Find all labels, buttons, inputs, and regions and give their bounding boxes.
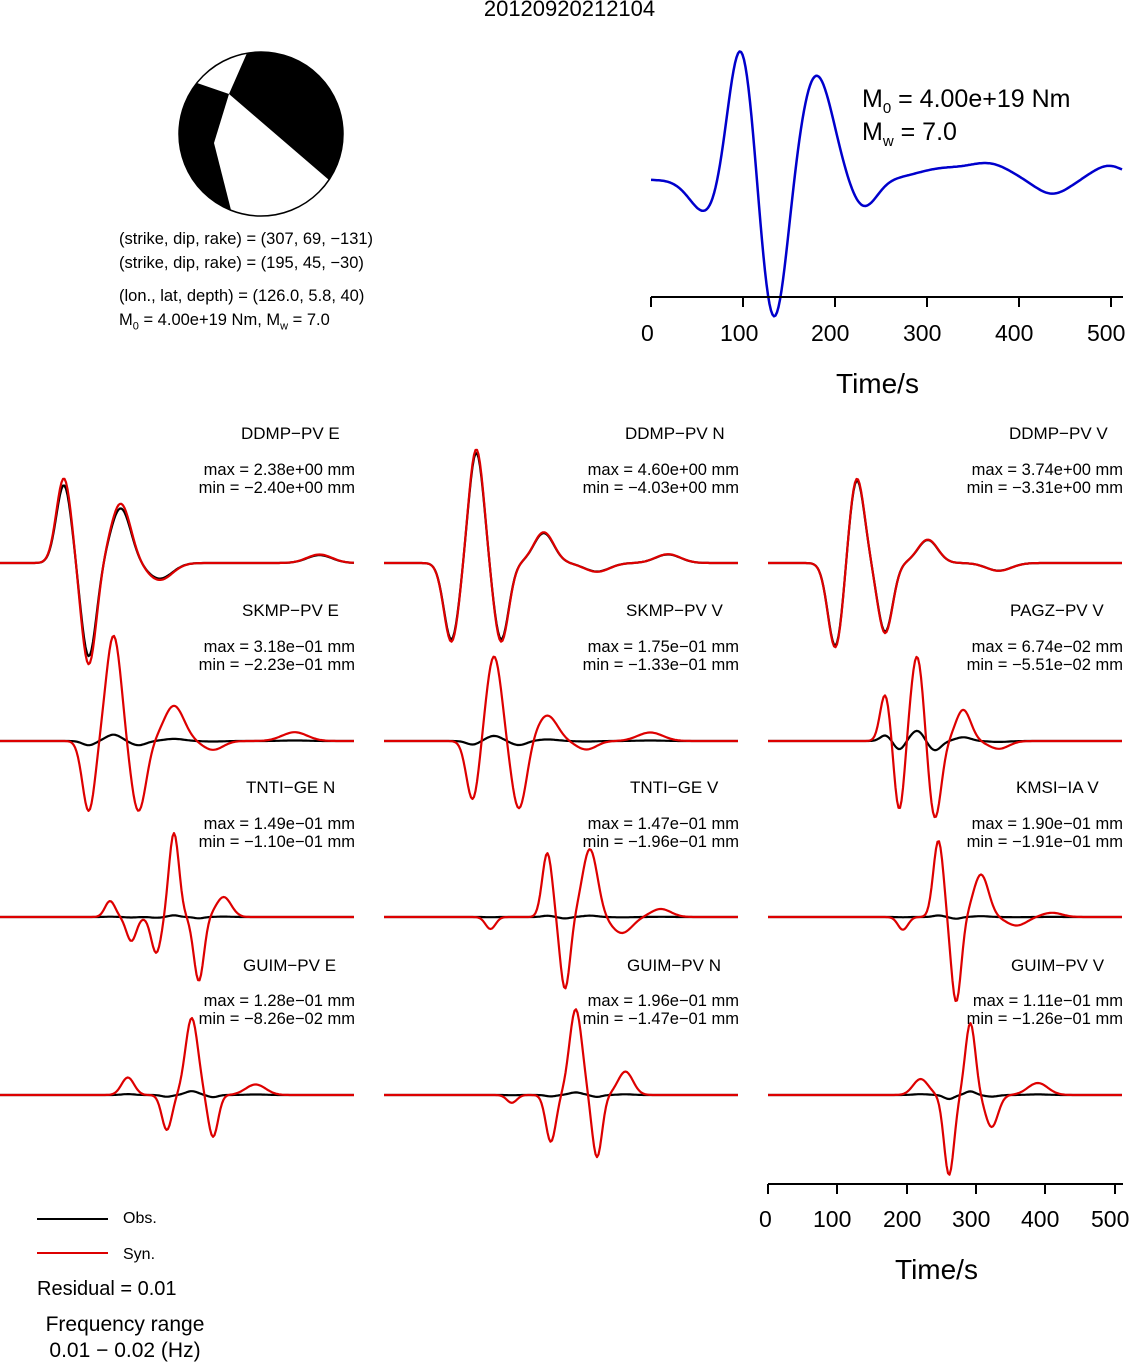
residual-text: Residual = 0.01	[37, 1278, 177, 1300]
station-min: min = −3.31e+00 mm	[966, 479, 1123, 497]
synthetic-waveform	[384, 655, 738, 810]
frequency-range-values: 0.01 − 0.02 (Hz)	[49, 1339, 201, 1362]
stf-mw-value: = 7.0	[893, 118, 957, 146]
station-max: max = 3.74e+00 mm	[971, 461, 1123, 479]
station-max: max = 4.60e+00 mm	[587, 461, 739, 479]
frequency-range-title: Frequency range	[45, 1313, 205, 1336]
stf-tick-label: 100	[720, 320, 759, 346]
station-min: min = −1.33e−01 mm	[582, 656, 739, 674]
station-name: DDMP−PV E	[241, 424, 340, 443]
synthetic-waveform	[384, 1008, 738, 1159]
stf-m0-sub: 0	[882, 100, 892, 117]
nodal-plane-2: (strike, dip, rake) = (195, 45, −30)	[119, 254, 364, 272]
stf-x-axis-label: Time/s	[836, 368, 919, 399]
synthetic-waveform	[384, 848, 738, 990]
stf-mw-label: M	[862, 118, 883, 146]
stf-mw: Mw = 7.0	[862, 118, 957, 150]
synthetic-waveform	[768, 477, 1122, 649]
stf-tick-label: 200	[811, 320, 850, 346]
station-min: min = −1.96e−01 mm	[582, 833, 739, 851]
station-min: min = −1.10e−01 mm	[198, 833, 355, 851]
nodal-plane-1: (strike, dip, rake) = (307, 69, −131)	[119, 230, 374, 248]
stf-m0-value: = 4.00e+19 Nm	[891, 85, 1071, 113]
synthetic-waveform	[768, 1022, 1122, 1176]
wave-tick-label: 500	[1091, 1206, 1130, 1232]
synthetic-waveform	[0, 477, 355, 666]
beachball-dilatational-bottom	[214, 94, 329, 219]
stf-tick-label: 0	[641, 320, 654, 346]
legend-obs-label: Obs.	[123, 1210, 157, 1227]
station-max: max = 1.49e−01 mm	[203, 815, 355, 833]
moment-mid: = 4.00e+19 Nm, M	[138, 311, 281, 329]
stf-tick-label: 400	[995, 320, 1034, 346]
beachball-dilatational-top	[197, 53, 247, 94]
synthetic-waveform	[384, 448, 738, 643]
station-name: DDMP−PV V	[1009, 424, 1108, 443]
synthetic-waveform	[0, 832, 354, 982]
stf-curve	[651, 50, 1123, 318]
station-max: max = 1.28e−01 mm	[203, 992, 355, 1010]
synthetic-waveform	[768, 840, 1122, 1002]
station-name: TNTI−GE N	[246, 778, 336, 797]
source-moment: M0 = 4.00e+19 Nm, Mw = 7.0	[119, 310, 330, 336]
station-min: min = −1.26e−01 mm	[966, 1010, 1123, 1028]
station-name: DDMP−PV N	[625, 424, 725, 443]
station-max: max = 2.38e+00 mm	[203, 461, 355, 479]
station-max: max = 6.74e−02 mm	[971, 638, 1123, 656]
station-min: min = −4.03e+00 mm	[582, 479, 739, 497]
stf-m0-label: M	[862, 85, 883, 113]
synthetic-waveform	[0, 1017, 354, 1138]
mag-suffix: = 7.0	[288, 311, 330, 329]
mag-sub: w	[280, 320, 289, 333]
stf-m0: M0 = 4.00e+19 Nm	[862, 85, 1070, 117]
station-max: max = 1.96e−01 mm	[587, 992, 739, 1010]
wave-tick-label: 0	[759, 1206, 772, 1232]
station-max: max = 3.18e−01 mm	[203, 638, 355, 656]
beachball-outline	[178, 51, 344, 217]
wave-tick-label: 100	[813, 1206, 852, 1232]
station-max: max = 1.75e−01 mm	[587, 638, 739, 656]
wave-x-axis-label: Time/s	[895, 1254, 978, 1285]
station-name: GUIM−PV V	[1011, 956, 1105, 975]
station-name: KMSI−IA V	[1016, 778, 1099, 797]
wave-tick-label: 400	[1021, 1206, 1060, 1232]
station-min: min = −1.91e−01 mm	[966, 833, 1123, 851]
station-min: min = −5.51e−02 mm	[966, 656, 1123, 674]
station-name: TNTI−GE V	[630, 778, 719, 797]
wave-tick-label: 300	[952, 1206, 991, 1232]
station-min: min = −2.23e−01 mm	[198, 656, 355, 674]
legend-syn-label: Syn.	[123, 1246, 156, 1263]
stf-mw-sub: w	[882, 133, 894, 150]
station-name: GUIM−PV E	[243, 956, 337, 975]
synthetic-waveform	[0, 634, 354, 812]
synthetic-waveform	[768, 655, 1122, 819]
moment-prefix: M	[119, 311, 133, 329]
station-max: max = 1.47e−01 mm	[587, 815, 739, 833]
stf-tick-label: 500	[1087, 320, 1126, 346]
station-name: PAGZ−PV V	[1010, 601, 1104, 620]
source-location: (lon., lat, depth) = (126.0, 5.8, 40)	[119, 287, 365, 305]
station-max: max = 1.11e−01 mm	[972, 992, 1123, 1010]
station-name: SKMP−PV V	[626, 601, 723, 620]
station-min: min = −8.26e−02 mm	[198, 1010, 355, 1028]
station-name: GUIM−PV N	[627, 956, 721, 975]
station-name: SKMP−PV E	[242, 601, 339, 620]
moment-sub: 0	[132, 320, 139, 333]
stf-tick-label: 300	[903, 320, 942, 346]
wave-tick-label: 200	[883, 1206, 922, 1232]
station-min: min = −2.40e+00 mm	[198, 479, 355, 497]
figure-title: 20120920212104	[483, 0, 656, 21]
station-max: max = 1.90e−01 mm	[971, 815, 1123, 833]
station-min: min = −1.47e−01 mm	[582, 1010, 739, 1028]
